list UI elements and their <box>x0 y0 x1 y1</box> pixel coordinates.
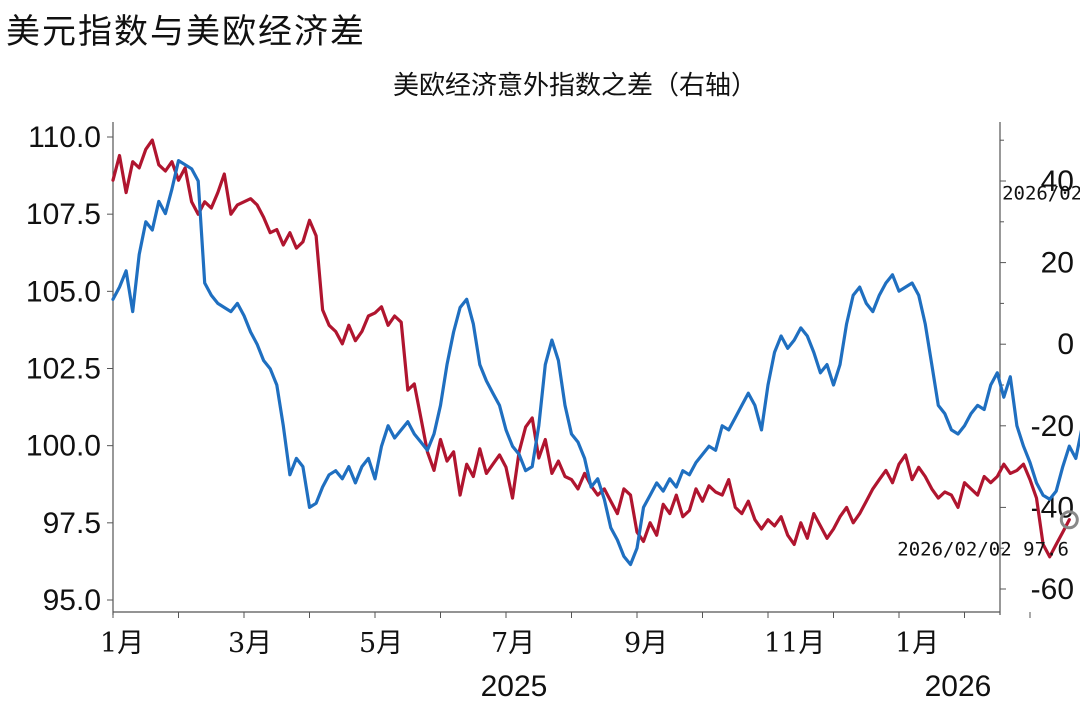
x-year-label: 2026 <box>925 670 992 703</box>
legend: 美欧经济意外指数之差（右轴） <box>150 71 757 101</box>
chart-title: 美元指数与美欧经济差 <box>6 12 366 52</box>
end-point-label: 2026/02/02 31.1 <box>1002 182 1080 204</box>
right-tick-label: 0 <box>1057 328 1074 361</box>
annotations: 2026/02/02 31.1 2026/02/02 97.6 <box>897 182 1080 560</box>
series-line-blue <box>111 159 1080 567</box>
x-year-label: 2025 <box>481 670 548 703</box>
x-tick-label: 1月 <box>100 628 144 659</box>
right-tick-label: 20 <box>1041 247 1074 280</box>
left-tick-label: 107.5 <box>26 198 101 231</box>
series-layer <box>111 138 1080 567</box>
left-tick-label: 105.0 <box>26 275 101 308</box>
left-tick-label: 110.0 <box>28 121 101 154</box>
x-tick-label: 5月 <box>359 628 403 659</box>
x-tick-label: 7月 <box>491 628 535 659</box>
series-line-red <box>111 138 1071 559</box>
left-tick-label: 100.0 <box>26 430 101 463</box>
legend-label: 美欧经济意外指数之差（右轴） <box>393 71 757 101</box>
right-tick-label: -60 <box>1031 573 1074 606</box>
right-tick-label: -20 <box>1031 410 1074 443</box>
x-tick-label: 1月 <box>895 628 939 659</box>
left-tick-label: 97.5 <box>43 507 101 540</box>
left-tick-label: 95.0 <box>43 584 101 617</box>
x-tick-label: 3月 <box>228 628 272 659</box>
end-point-marker <box>1059 510 1079 530</box>
x-tick-label: 9月 <box>624 628 668 659</box>
end-point-label: 2026/02/02 97.6 <box>897 539 1069 561</box>
x-tick-label: 11月 <box>764 628 825 659</box>
axes: 95.097.5100.0102.5105.0107.5110.0-60-40-… <box>26 121 1074 703</box>
right-tick-label: 40 <box>1041 165 1074 198</box>
left-tick-label: 102.5 <box>26 353 101 386</box>
